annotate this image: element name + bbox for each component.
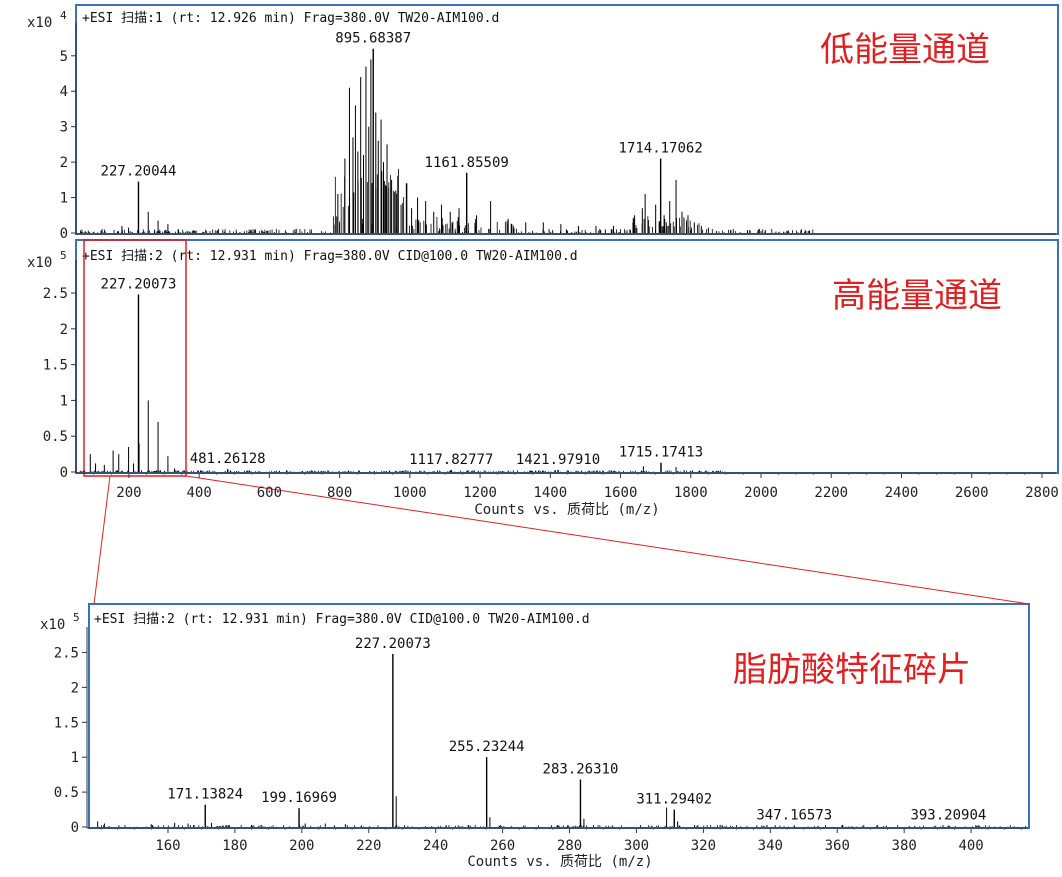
high-energy-x-tick-label: 2800 (1025, 485, 1059, 501)
zoom-x-tick-label: 400 (958, 838, 983, 854)
low-energy-peak-label: 1161.85509 (425, 155, 509, 171)
low-energy-y-tick-label: 3 (60, 120, 68, 136)
zoom-y-tick-label: 2 (71, 680, 79, 696)
high-energy-header: +ESI 扫描:2 (rt: 12.931 min) Frag=380.0V C… (82, 249, 578, 264)
high-energy-x-tick-label: 1200 (463, 485, 497, 501)
high-energy-y-tick-label: 2.5 (43, 286, 68, 302)
low-energy-peak-label: 227.20044 (101, 164, 177, 180)
zoom-x-tick-label: 300 (624, 838, 649, 854)
high-energy-peak-label: 481.26128 (190, 451, 266, 467)
zoom-y-tick-label: 0 (71, 820, 79, 836)
high-energy-x-tick-label: 1800 (674, 485, 708, 501)
high-energy-plot: 0 0.5 1 1.5 2 2.5 200 400 600 800 1000 1200 1400 1600… (43, 260, 1059, 501)
zoom-x-axis-title: Counts vs. 质荷比 (m/z) (467, 854, 652, 870)
high-energy-y-scale-exp: 5 (60, 249, 67, 262)
high-energy-x-tick-label: 400 (187, 485, 212, 501)
high-energy-y-tick-label: 0 (60, 465, 68, 481)
zoom-x-tick-label: 320 (691, 838, 716, 854)
high-energy-peak-label: 1421.97910 (516, 452, 600, 468)
zoom-x-tick-label: 360 (825, 838, 850, 854)
zoom-peak-label: 283.26310 (543, 762, 619, 778)
zoom-x-tick-label: 160 (155, 838, 180, 854)
zoom-x-tick-label: 240 (423, 838, 448, 854)
low-energy-y-tick-label: 4 (60, 84, 68, 100)
low-energy-peak-label: 895.68387 (335, 31, 411, 47)
zoom-y-tick-label: 0.5 (54, 785, 79, 801)
high-energy-x-axis-title: Counts vs. 质荷比 (m/z) (474, 502, 659, 518)
zoom-y-scale-exp: 5 (73, 611, 80, 624)
zoom-y-tick-label: 2.5 (54, 645, 79, 661)
low-energy-y-scale-exp: 4 (60, 9, 67, 22)
low-energy-callout: 低能量通道 (820, 30, 990, 70)
low-energy-y-tick-label: 0 (60, 226, 68, 242)
zoom-peak-label: 227.20073 (355, 636, 431, 652)
high-energy-y-tick-label: 1.5 (43, 358, 68, 374)
high-energy-peak-label: 1117.82777 (409, 452, 493, 468)
high-energy-callout: 高能量通道 (832, 276, 1002, 316)
low-energy-y-tick-label: 5 (60, 49, 68, 65)
high-energy-x-tick-label: 2400 (885, 485, 919, 501)
high-energy-y-tick-label: 1 (60, 393, 68, 409)
high-energy-y-tick-label: 0.5 (43, 429, 68, 445)
high-energy-x-tick-label: 2200 (814, 485, 848, 501)
low-energy-y-scale: x10 (27, 15, 52, 31)
zoom-peak-label: 171.13824 (167, 787, 243, 803)
high-energy-x-tick-label: 1400 (533, 485, 567, 501)
high-energy-x-tick-label: 200 (116, 485, 141, 501)
high-energy-panel-frame (75, 239, 1059, 474)
low-energy-plot: 0 1 2 3 4 5 227.20044 895.68387 1161.85509 1714.1… (60, 23, 1056, 242)
zoom-y-scale: x10 (40, 617, 65, 633)
low-energy-y-tick-label: 2 (60, 155, 68, 171)
zoom-y-tick-label: 1 (71, 750, 79, 766)
high-energy-x-tick-label: 600 (257, 485, 282, 501)
zoom-x-tick-label: 340 (758, 838, 783, 854)
zoom-x-tick-label: 280 (557, 838, 582, 854)
low-energy-y-tick-label: 1 (60, 191, 68, 207)
zoom-x-tick-label: 200 (289, 838, 314, 854)
high-energy-x-tick-label: 1600 (604, 485, 638, 501)
zoom-region-box (83, 239, 187, 477)
zoom-x-tick-label: 260 (490, 838, 515, 854)
zoom-callout: 脂肪酸特征碎片 (733, 650, 971, 690)
high-energy-y-scale: x10 (27, 255, 52, 271)
high-energy-peak-label: 227.20073 (101, 276, 177, 292)
low-energy-peak-label: 1714.17062 (618, 141, 702, 157)
zoom-peak-label: 311.29402 (636, 792, 712, 808)
zoom-x-tick-label: 180 (222, 838, 247, 854)
zoom-plot: 0 0.5 1 1.5 2 2.5 160 180 200 220 240 260 280 300 320 3… (54, 627, 1028, 854)
high-energy-x-tick-label: 2000 (744, 485, 778, 501)
high-energy-x-tick-label: 2600 (955, 485, 989, 501)
high-energy-y-tick-label: 2 (60, 322, 68, 338)
low-energy-header: +ESI 扫描:1 (rt: 12.926 min) Frag=380.0V T… (82, 11, 499, 26)
zoom-x-tick-label: 220 (356, 838, 381, 854)
zoom-y-tick-label: 1.5 (54, 715, 79, 731)
high-energy-peak-label: 1715.17413 (619, 445, 703, 461)
zoom-header: +ESI 扫描:2 (rt: 12.931 min) Frag=380.0V C… (94, 612, 590, 627)
zoom-peak-label: 347.16573 (756, 808, 832, 824)
zoom-connector-right (185, 475, 1030, 605)
zoom-peak-label: 393.20904 (910, 808, 986, 824)
zoom-connector-left (93, 475, 111, 605)
high-energy-x-tick-label: 1000 (393, 485, 427, 501)
zoom-peak-label: 199.16969 (261, 790, 337, 806)
zoom-peak-label: 255.23244 (449, 739, 525, 755)
high-energy-x-tick-label: 800 (327, 485, 352, 501)
zoom-x-tick-label: 380 (892, 838, 917, 854)
